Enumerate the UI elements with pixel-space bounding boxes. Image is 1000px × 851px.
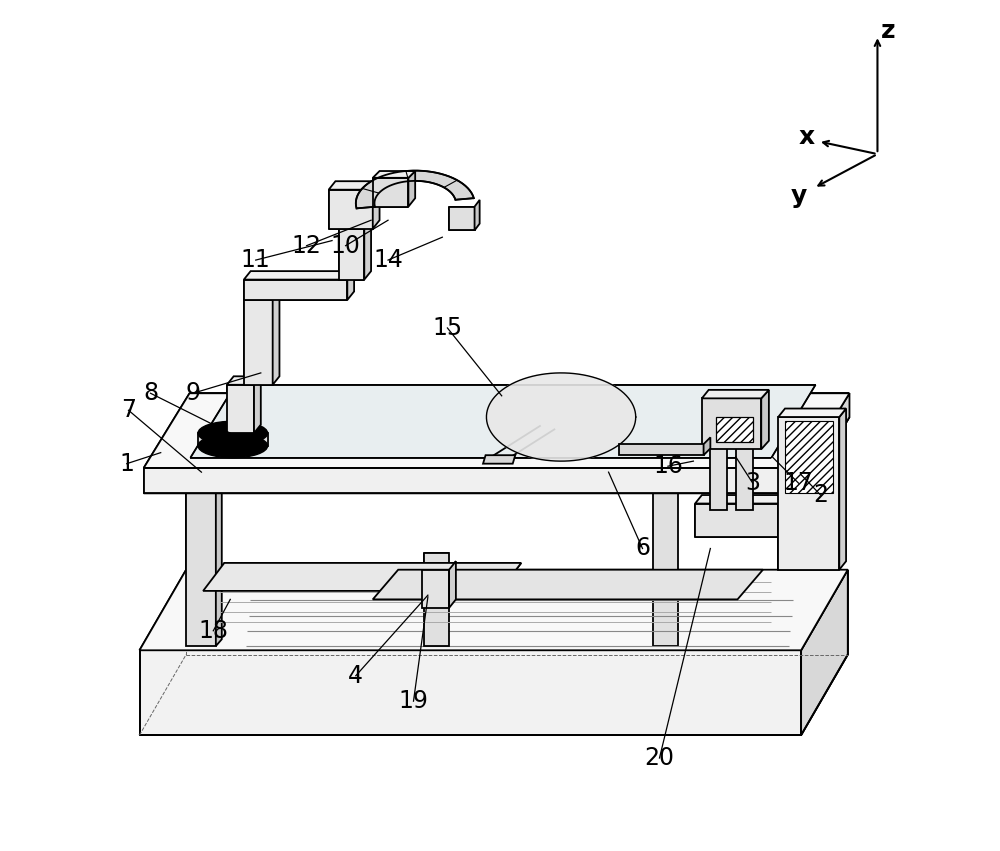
Text: 14: 14 — [373, 248, 403, 272]
Text: 6: 6 — [635, 536, 650, 561]
Polygon shape — [736, 447, 753, 511]
Polygon shape — [356, 171, 474, 208]
Polygon shape — [347, 271, 354, 300]
Polygon shape — [140, 654, 848, 735]
Polygon shape — [373, 569, 763, 599]
Polygon shape — [475, 200, 480, 231]
Text: 7: 7 — [121, 398, 136, 422]
Polygon shape — [761, 390, 769, 449]
Polygon shape — [198, 433, 268, 446]
Polygon shape — [373, 178, 408, 207]
Text: 11: 11 — [241, 248, 271, 272]
Polygon shape — [716, 417, 753, 443]
Text: 15: 15 — [432, 316, 462, 340]
Polygon shape — [424, 553, 449, 646]
Text: 19: 19 — [399, 689, 428, 713]
Polygon shape — [778, 417, 839, 569]
Polygon shape — [373, 171, 415, 178]
Text: 18: 18 — [198, 619, 228, 643]
Text: x: x — [799, 125, 815, 149]
Polygon shape — [144, 468, 804, 494]
Polygon shape — [483, 455, 515, 464]
Polygon shape — [702, 390, 769, 398]
Polygon shape — [778, 495, 785, 538]
Polygon shape — [702, 398, 761, 449]
Polygon shape — [695, 504, 778, 538]
Polygon shape — [339, 229, 364, 280]
Polygon shape — [801, 569, 848, 735]
Polygon shape — [486, 373, 636, 461]
Polygon shape — [144, 417, 849, 494]
Polygon shape — [408, 171, 415, 207]
Text: 2: 2 — [813, 483, 828, 507]
Polygon shape — [203, 563, 521, 591]
Polygon shape — [244, 271, 354, 280]
Polygon shape — [186, 494, 216, 646]
Polygon shape — [254, 376, 261, 433]
Text: 20: 20 — [644, 746, 674, 770]
Polygon shape — [244, 280, 347, 300]
Polygon shape — [422, 569, 449, 608]
Polygon shape — [190, 385, 816, 458]
Polygon shape — [244, 300, 273, 385]
Polygon shape — [653, 494, 678, 646]
Polygon shape — [329, 181, 380, 190]
Text: 16: 16 — [653, 454, 683, 478]
Polygon shape — [619, 444, 704, 455]
Polygon shape — [778, 408, 846, 417]
Polygon shape — [373, 181, 380, 229]
Polygon shape — [227, 376, 261, 385]
Text: 4: 4 — [348, 664, 363, 688]
Polygon shape — [329, 190, 373, 229]
Polygon shape — [227, 385, 254, 433]
Polygon shape — [449, 207, 475, 231]
Ellipse shape — [198, 434, 268, 458]
Polygon shape — [695, 495, 785, 504]
Text: 17: 17 — [784, 471, 814, 495]
Polygon shape — [364, 220, 371, 280]
Text: 8: 8 — [143, 381, 158, 405]
Polygon shape — [449, 561, 456, 608]
Text: 1: 1 — [119, 452, 134, 476]
Polygon shape — [144, 393, 849, 468]
Text: 12: 12 — [292, 234, 322, 258]
Polygon shape — [273, 292, 279, 385]
Polygon shape — [785, 421, 833, 494]
Polygon shape — [704, 437, 710, 455]
Polygon shape — [216, 487, 222, 646]
Polygon shape — [140, 650, 801, 735]
Polygon shape — [140, 569, 848, 650]
Ellipse shape — [198, 421, 268, 445]
Text: 3: 3 — [745, 471, 760, 495]
Polygon shape — [804, 393, 849, 494]
Text: 9: 9 — [185, 381, 200, 405]
Text: 10: 10 — [331, 234, 361, 258]
Polygon shape — [710, 447, 727, 511]
Text: y: y — [790, 185, 807, 208]
Polygon shape — [839, 408, 846, 569]
Text: z: z — [881, 19, 896, 43]
